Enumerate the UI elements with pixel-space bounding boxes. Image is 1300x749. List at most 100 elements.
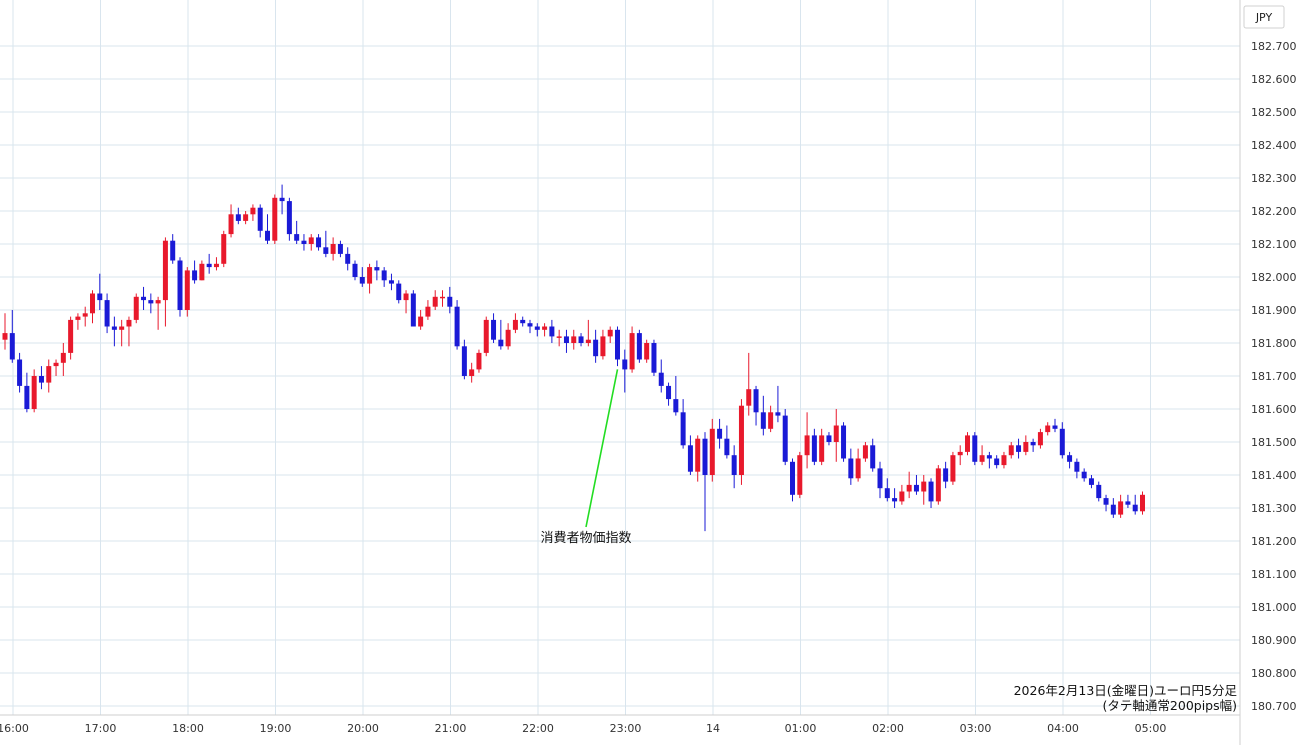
candle-up <box>950 451 956 485</box>
candle-up <box>600 329 606 360</box>
y-tick-labels: 182.700 182.600 182.500 182.400 182.300 182.2… <box>1251 40 1297 713</box>
candle-body <box>797 455 803 495</box>
candle-up <box>250 204 256 221</box>
candle-up <box>46 359 52 393</box>
y-tick-label: 182.000 <box>1251 271 1297 284</box>
candle-down <box>1081 468 1087 482</box>
candle-body <box>505 329 511 347</box>
candle-down <box>491 313 497 343</box>
candle-down <box>549 319 555 343</box>
candle-body <box>1001 455 1007 466</box>
candle-up <box>367 263 373 294</box>
candle-up <box>133 293 139 324</box>
candle-down <box>1132 494 1138 515</box>
candle-down <box>235 207 241 225</box>
x-tick-label: 23:00 <box>610 722 642 735</box>
candle-down <box>884 478 890 502</box>
candle-down <box>658 359 664 393</box>
candle-down <box>731 445 737 489</box>
currency-unit-box[interactable] <box>1243 5 1285 29</box>
candle-body <box>775 412 781 416</box>
currency-unit-label: JPY <box>1255 11 1273 24</box>
candle-body <box>760 412 766 429</box>
candle-up <box>155 296 161 330</box>
candle-body <box>162 240 168 301</box>
candle-body <box>418 316 424 327</box>
candle-body <box>469 369 475 376</box>
candle-body <box>359 277 365 284</box>
candle-body <box>9 333 15 360</box>
candle-body <box>177 260 183 310</box>
candle-down <box>724 425 730 459</box>
candle-down <box>454 300 460 350</box>
x-tick-label: 17:00 <box>85 722 117 735</box>
candles <box>2 184 1145 532</box>
candle-body <box>1008 445 1014 456</box>
candle-body <box>221 234 227 264</box>
candle-body <box>68 319 74 353</box>
candle-down <box>359 267 365 287</box>
candle-body <box>24 385 30 409</box>
candle-down <box>148 293 154 314</box>
candle-up <box>957 445 963 466</box>
candle-down <box>651 339 657 376</box>
candle-up <box>221 230 227 268</box>
candle-body <box>1052 425 1058 429</box>
candle-down <box>257 204 263 238</box>
candle-body <box>447 296 453 307</box>
candle-up <box>403 290 409 314</box>
candle-down <box>461 339 467 380</box>
candle-body <box>491 319 497 340</box>
candle-body <box>141 296 147 301</box>
candle-body <box>877 468 883 489</box>
candle-body <box>1125 501 1131 505</box>
candle-body <box>862 445 868 459</box>
y-tick-label: 182.400 <box>1251 139 1297 152</box>
candle-body <box>184 270 190 310</box>
candle-down <box>97 273 103 310</box>
candle-down <box>1125 494 1131 508</box>
candle-body <box>943 468 949 482</box>
candle-body <box>286 201 292 235</box>
candle-body <box>848 458 854 479</box>
candle-down <box>498 319 504 350</box>
candle-up <box>199 260 205 281</box>
candle-body <box>1110 504 1116 515</box>
candle-down <box>826 432 832 446</box>
candle-up <box>213 257 219 271</box>
candle-body <box>235 214 241 221</box>
candle-body <box>600 336 606 357</box>
candle-down <box>972 432 978 466</box>
candle-body <box>170 240 176 261</box>
candle-down <box>279 184 285 215</box>
candle-body <box>746 389 752 406</box>
candle-down <box>753 385 759 426</box>
candle-down <box>782 409 788 466</box>
candle-body <box>97 293 103 301</box>
annotation-line <box>585 369 619 528</box>
candle-up <box>119 319 125 347</box>
candle-down <box>345 247 351 271</box>
candle-up <box>1023 435 1029 456</box>
candle-down <box>111 316 117 347</box>
chart-subtitle: (タテ軸通常200pips幅) <box>1103 698 1237 713</box>
x-tick-label: 04:00 <box>1047 722 1079 735</box>
candle-down <box>994 455 1000 469</box>
candle-down <box>396 280 402 304</box>
candle-down <box>294 220 300 244</box>
candle-up <box>629 326 635 373</box>
candle-body <box>257 207 263 231</box>
candle-up <box>542 323 548 337</box>
x-tick-label: 03:00 <box>960 722 992 735</box>
candle-up <box>746 352 752 416</box>
candle-body <box>82 313 88 317</box>
candle-down <box>192 260 198 284</box>
candle-up <box>308 234 314 251</box>
candle-body <box>957 451 963 456</box>
candle-body <box>192 270 198 281</box>
x-tick-label: 01:00 <box>785 722 817 735</box>
candle-down <box>717 418 723 449</box>
candle-up <box>330 237 336 261</box>
candle-down <box>1059 422 1065 459</box>
